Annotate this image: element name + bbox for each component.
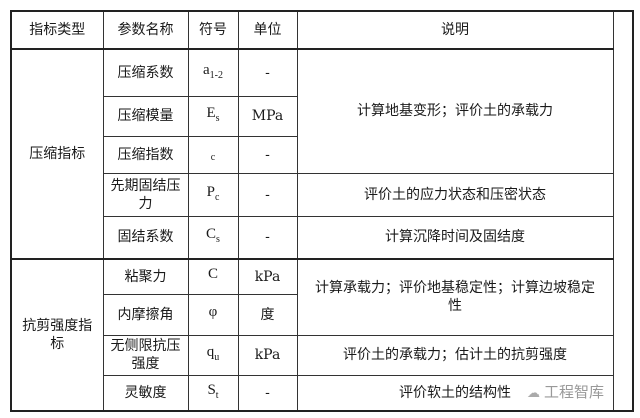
table-row: 压缩指标 压缩系数 a1-2 - 计算地基变形；评价土的承载力	[10, 48, 633, 260]
header-description: 说明	[296, 10, 614, 50]
unit: -	[237, 215, 298, 260]
header-symbol: 符号	[187, 10, 239, 50]
table-row: 内摩擦角 φ 度	[11, 293, 633, 336]
symbol: c	[187, 135, 239, 174]
param-name: 无侧限抗压强度	[102, 334, 189, 376]
unit: -	[237, 48, 298, 97]
symbol: qu	[187, 334, 239, 376]
watermark: ☁ 工程智库	[527, 381, 604, 402]
unit: kPa	[237, 258, 298, 295]
param-name: 灵敏度	[102, 374, 189, 412]
symbol: Es	[187, 95, 239, 137]
description: 计算地基变形；评价土的承载力	[296, 48, 614, 174]
param-name: 内摩擦角	[102, 293, 189, 336]
param-name: 粘聚力	[102, 258, 189, 295]
extra-column	[612, 11, 633, 412]
param-name: 压缩模量	[102, 95, 189, 137]
header-unit: 单位	[237, 10, 298, 50]
symbol: C	[187, 258, 239, 295]
param-name: 固结系数	[102, 215, 189, 260]
wechat-icon: ☁	[527, 386, 540, 401]
unit: kPa	[237, 334, 298, 376]
unit: -	[237, 172, 298, 217]
unit: 度	[237, 293, 298, 336]
header-type: 指标类型	[10, 10, 104, 50]
table-row: 压缩指数 c -	[11, 135, 633, 174]
description: 评价土的应力状态和压密状态	[296, 172, 614, 217]
description: 评价土的承载力；估计土的抗剪强度	[296, 334, 614, 376]
header-param: 参数名称	[102, 10, 189, 50]
symbol: Cs	[187, 215, 239, 260]
description: 计算沉降时间及固结度	[296, 215, 614, 260]
watermark-text: 工程智库	[544, 383, 605, 401]
description: 计算承载力；评价地基稳定性；计算边坡稳定性	[296, 258, 614, 336]
header-row: 指标类型 参数名称 符号 单位 说明	[10, 10, 633, 412]
symbol: Pc	[187, 172, 239, 217]
unit: -	[237, 374, 298, 412]
table-row: 灵敏度 St - 评价软土的结构性	[11, 374, 633, 412]
description: 评价软土的结构性	[296, 374, 614, 412]
param-name: 压缩指数	[102, 135, 189, 174]
symbol: φ	[187, 293, 239, 336]
param-name: 先期固结压力	[102, 172, 189, 217]
group-type: 抗剪强度指标	[10, 258, 104, 412]
unit: MPa	[237, 95, 298, 137]
table-row: 无侧限抗压强度 qu kPa 评价土的承载力；估计土的抗剪强度	[11, 334, 633, 376]
group-type: 压缩指标	[10, 48, 104, 260]
unit: -	[237, 135, 298, 174]
table-row: 抗剪强度指标 粘聚力 C kPa 计算承载力；评价地基稳定性；计算边坡稳定性	[10, 258, 633, 412]
param-name: 压缩系数	[102, 48, 189, 97]
symbol: a1-2	[187, 48, 239, 97]
soil-parameter-table: 指标类型 参数名称 符号 单位 说明 压缩指标 压缩系数 a1-2 - 计算地基…	[10, 10, 634, 412]
table-row: 压缩模量 Es MPa	[11, 95, 633, 137]
table-row: 固结系数 Cs - 计算沉降时间及固结度	[11, 215, 633, 260]
symbol: St	[187, 374, 239, 412]
table-row: 先期固结压力 Pc - 评价土的应力状态和压密状态	[11, 172, 633, 217]
